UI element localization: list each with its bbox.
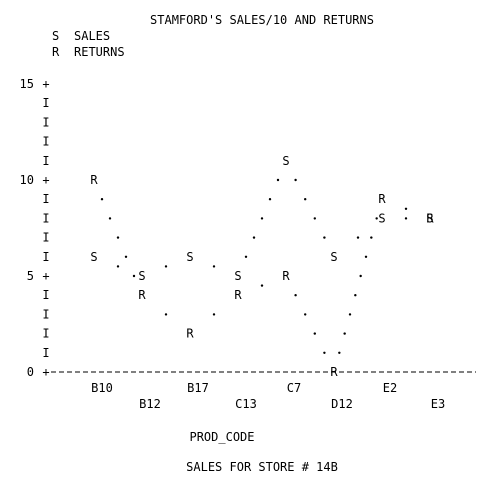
connector-dot-sales [260, 217, 264, 220]
connector-dot-sales [252, 236, 256, 239]
connector-dot-returns [294, 294, 297, 297]
x-tick-label: B17 [187, 381, 209, 395]
connector-dot-returns [108, 217, 112, 220]
y-axis-segment: I [42, 327, 49, 341]
connector-dot-returns [338, 351, 341, 354]
connector-dot-sales [268, 198, 272, 201]
y-axis-segment: I [42, 346, 49, 360]
data-point-returns: R [90, 173, 98, 187]
y-tick-label: 5 [27, 269, 34, 283]
connector-dot-sales [244, 255, 248, 258]
y-axis-segment: I [42, 154, 49, 168]
connector-dot-returns [359, 274, 362, 278]
connector-dot-sales [212, 265, 216, 268]
x-axis: B10 B12 B17 C13 C7 D12 E2 E3 [51, 371, 476, 411]
y-tick-mark: + [42, 269, 49, 283]
connector-dot-sales [356, 236, 360, 239]
connector-dot-returns [116, 236, 120, 239]
connector-dot-returns [124, 255, 128, 258]
connector-dot-sales [404, 217, 408, 220]
y-tick-mark: + [42, 77, 49, 91]
connector-dot-sales [116, 265, 120, 268]
connector-dot-sales [304, 198, 307, 201]
connector-dot-sales [164, 265, 168, 268]
connector-dot-returns [370, 236, 373, 239]
data-point-sales: S [282, 154, 289, 168]
legend-symbol-sales: S [52, 29, 59, 43]
data-point-sales: S [330, 250, 337, 264]
data-point-returns: R [426, 211, 434, 225]
data-point-returns: R [330, 365, 338, 379]
connector-dot-returns [100, 198, 104, 201]
connector-dot-returns [164, 313, 168, 316]
connector-dot-returns [304, 313, 307, 316]
connector-dot-returns [343, 332, 346, 335]
connector-dot-returns [212, 313, 216, 316]
connector-dot-sales [294, 178, 297, 182]
legend-symbol-returns: R [52, 45, 60, 59]
series-connectors [100, 178, 408, 354]
chart-title: STAMFORD'S SALES/10 AND RETURNS [150, 13, 374, 27]
connector-dot-returns [323, 351, 326, 354]
connector-dot-returns [404, 207, 408, 210]
x-axis-label: PROD_CODE [189, 430, 254, 444]
y-axis-segment: I [42, 115, 49, 129]
legend: S SALES R RETURNS [52, 29, 125, 59]
y-axis-segment: I [42, 288, 49, 302]
connector-dot-returns [364, 255, 368, 258]
y-axis-segment: I [42, 211, 49, 225]
x-tick-label: C7 [287, 381, 301, 395]
y-tick-label: 10 [20, 173, 34, 187]
connector-dot-returns [313, 332, 316, 335]
legend-label-sales: SALES [74, 29, 110, 43]
x-tick-label: B10 [91, 381, 113, 395]
x-tick-label: C13 [235, 397, 257, 411]
connector-dot-returns [260, 284, 264, 287]
y-axis-segment: I [42, 250, 49, 264]
connector-dot-sales [276, 178, 280, 182]
data-point-sales: S [138, 269, 145, 283]
connector-dot-sales [313, 217, 316, 220]
y-axis-segment: I [42, 96, 49, 110]
data-point-returns: R [234, 288, 242, 302]
data-point-returns: R [378, 192, 386, 206]
y-tick-mark: + [42, 365, 49, 379]
connector-dot-sales [323, 236, 326, 239]
y-axis-segment: I [42, 307, 49, 321]
y-tick-label: 15 [20, 77, 34, 91]
data-point-returns: R [138, 288, 146, 302]
x-tick-label: D12 [331, 397, 353, 411]
y-tick-mark: + [42, 173, 49, 187]
y-axis-segment: I [42, 192, 49, 206]
data-point-sales: S [234, 269, 241, 283]
data-point-sales: S [378, 211, 385, 225]
x-tick-label: E3 [431, 397, 445, 411]
connector-dot-returns [375, 217, 378, 220]
data-point-returns: R [186, 327, 194, 341]
data-point-sales: S [426, 211, 433, 225]
x-tick-label: B12 [139, 397, 161, 411]
y-axis-segment: I [42, 231, 49, 245]
y-axis-segment: I [42, 135, 49, 149]
data-point-sales: S [90, 250, 97, 264]
data-point-returns: R [282, 269, 290, 283]
connector-dot-returns [354, 294, 357, 297]
data-point-sales: S [186, 250, 193, 264]
connector-dot-returns [348, 313, 352, 316]
y-tick-label: 0 [27, 365, 34, 379]
x-tick-label: E2 [383, 381, 397, 395]
connector-dot-returns [132, 274, 136, 278]
legend-label-returns: RETURNS [74, 45, 125, 59]
chart-subtitle: SALES FOR STORE # 14B [186, 460, 338, 474]
